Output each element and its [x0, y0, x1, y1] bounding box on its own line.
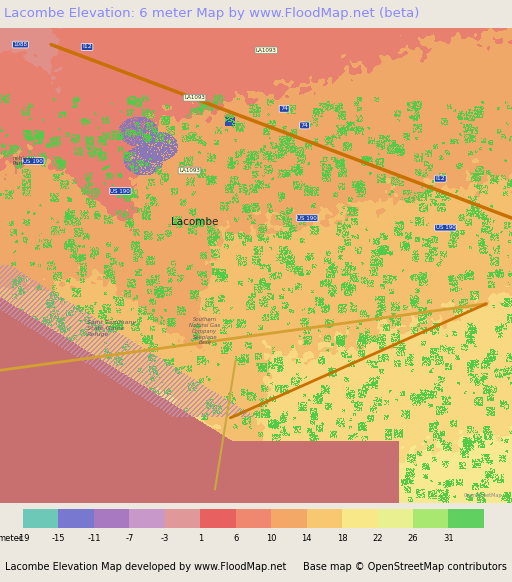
Bar — [23, 509, 58, 528]
Text: -7: -7 — [125, 534, 134, 543]
Text: 6: 6 — [233, 534, 239, 543]
Bar — [200, 509, 236, 528]
Text: OpenStreetMap: OpenStreetMap — [463, 493, 502, 498]
Text: -19: -19 — [16, 534, 30, 543]
Bar — [449, 509, 484, 528]
Text: 26: 26 — [408, 534, 418, 543]
Text: LA1093: LA1093 — [184, 95, 205, 100]
Text: nébleau
Park: nébleau Park — [13, 155, 35, 166]
Text: -3: -3 — [161, 534, 169, 543]
Text: I12: I12 — [435, 176, 445, 181]
Text: 14: 14 — [302, 534, 312, 543]
Bar — [342, 509, 377, 528]
Text: 1: 1 — [198, 534, 203, 543]
Text: 22: 22 — [372, 534, 383, 543]
Text: LA1093: LA1093 — [256, 48, 276, 53]
Text: 74: 74 — [280, 107, 288, 111]
Text: LA1093: LA1093 — [179, 168, 200, 173]
Bar — [377, 509, 413, 528]
Text: Southern
Natural Gas
Company
Seaplane
Base: Southern Natural Gas Company Seaplane Ba… — [189, 317, 220, 345]
Text: meter: meter — [0, 534, 23, 543]
Bar — [58, 509, 94, 528]
Text: Base map © OpenStreetMap contributors: Base map © OpenStreetMap contributors — [303, 562, 507, 572]
Text: US 190: US 190 — [297, 216, 317, 221]
Bar — [130, 509, 165, 528]
Bar — [413, 509, 449, 528]
Bar — [271, 509, 307, 528]
Text: -11: -11 — [87, 534, 101, 543]
Text: 18: 18 — [337, 534, 347, 543]
Text: 74: 74 — [301, 123, 309, 128]
Bar — [307, 509, 342, 528]
Text: US 190: US 190 — [24, 158, 43, 164]
Text: Lacombe Elevation: 6 meter Map by www.FloodMap.net (beta): Lacombe Elevation: 6 meter Map by www.Fl… — [4, 8, 419, 20]
Text: I12: I12 — [82, 44, 92, 49]
Text: Saint Tammany
State Game
Refuge: Saint Tammany State Game Refuge — [87, 320, 136, 337]
Bar — [236, 509, 271, 528]
Text: US 190: US 190 — [436, 225, 455, 230]
Text: Lacombe: Lacombe — [171, 217, 218, 227]
Bar — [94, 509, 130, 528]
Bar — [165, 509, 200, 528]
Text: -15: -15 — [52, 534, 65, 543]
Text: 1088: 1088 — [13, 42, 28, 47]
Text: US 190: US 190 — [111, 189, 130, 194]
Text: Lacombe Elevation Map developed by www.FloodMap.net: Lacombe Elevation Map developed by www.F… — [5, 562, 287, 572]
Text: 10: 10 — [266, 534, 276, 543]
Text: 31: 31 — [443, 534, 454, 543]
